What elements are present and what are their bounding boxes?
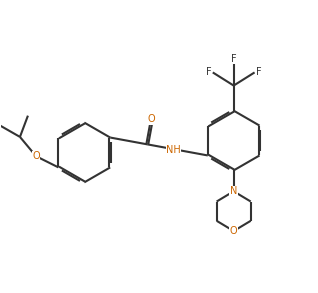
Text: N: N bbox=[230, 186, 237, 196]
Text: O: O bbox=[230, 226, 238, 236]
Text: NH: NH bbox=[166, 145, 181, 155]
Text: F: F bbox=[231, 54, 237, 64]
Text: O: O bbox=[148, 114, 155, 124]
Text: F: F bbox=[206, 67, 211, 77]
Text: F: F bbox=[256, 67, 262, 77]
Text: O: O bbox=[32, 151, 40, 161]
